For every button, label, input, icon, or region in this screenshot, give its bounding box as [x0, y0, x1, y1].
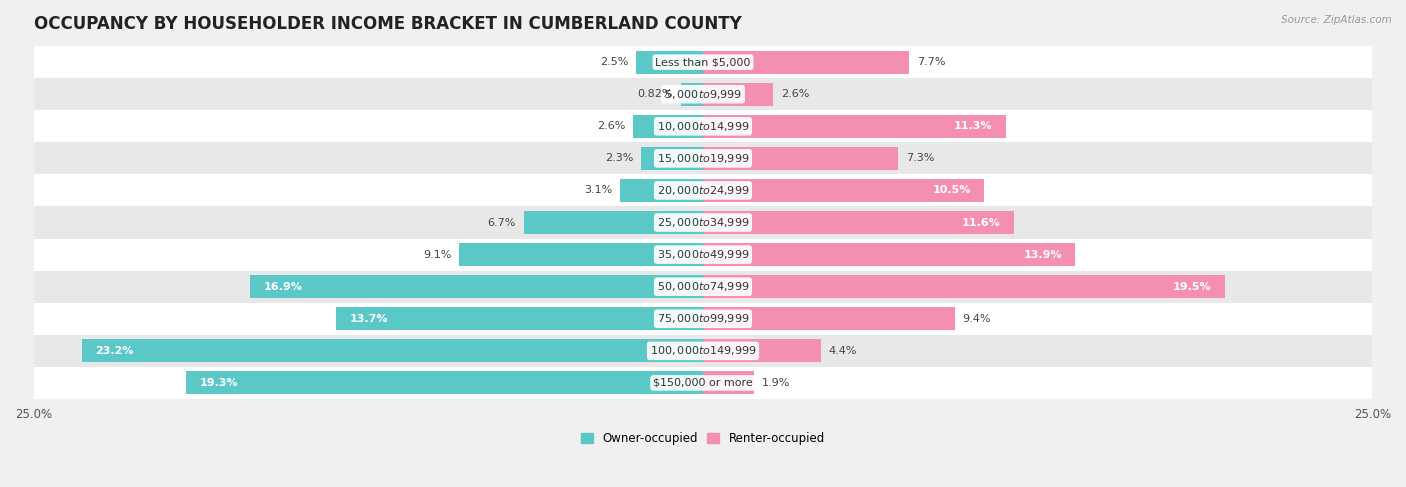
Text: Less than $5,000: Less than $5,000: [655, 57, 751, 67]
Bar: [703, 243, 1076, 266]
Bar: [34, 271, 1372, 303]
Text: $25,000 to $34,999: $25,000 to $34,999: [657, 216, 749, 229]
Bar: [681, 83, 703, 106]
Text: 0.82%: 0.82%: [637, 89, 673, 99]
Text: $5,000 to $9,999: $5,000 to $9,999: [664, 88, 742, 101]
Bar: [703, 115, 1005, 138]
Bar: [636, 51, 703, 74]
Bar: [523, 211, 703, 234]
Bar: [34, 174, 1372, 206]
Text: $15,000 to $19,999: $15,000 to $19,999: [657, 152, 749, 165]
Bar: [703, 339, 821, 362]
Text: $150,000 or more: $150,000 or more: [654, 378, 752, 388]
Bar: [703, 179, 984, 202]
Bar: [34, 46, 1372, 78]
Bar: [703, 307, 955, 330]
Text: 3.1%: 3.1%: [583, 186, 612, 195]
Text: 2.3%: 2.3%: [605, 153, 633, 163]
Text: $20,000 to $24,999: $20,000 to $24,999: [657, 184, 749, 197]
Text: $10,000 to $14,999: $10,000 to $14,999: [657, 120, 749, 133]
Bar: [620, 179, 703, 202]
Legend: Owner-occupied, Renter-occupied: Owner-occupied, Renter-occupied: [576, 428, 830, 450]
Bar: [34, 110, 1372, 142]
Bar: [460, 243, 703, 266]
Bar: [703, 275, 1225, 298]
Bar: [82, 339, 703, 362]
Text: 16.9%: 16.9%: [264, 281, 302, 292]
Bar: [336, 307, 703, 330]
Bar: [34, 78, 1372, 110]
Bar: [34, 239, 1372, 271]
Bar: [34, 367, 1372, 399]
Text: 19.5%: 19.5%: [1173, 281, 1212, 292]
Bar: [250, 275, 703, 298]
Text: 9.1%: 9.1%: [423, 250, 451, 260]
Text: 23.2%: 23.2%: [96, 346, 134, 356]
Text: 7.7%: 7.7%: [917, 57, 946, 67]
Text: Source: ZipAtlas.com: Source: ZipAtlas.com: [1281, 15, 1392, 25]
Bar: [34, 303, 1372, 335]
Bar: [703, 83, 773, 106]
Bar: [186, 372, 703, 394]
Bar: [703, 211, 1014, 234]
Text: 19.3%: 19.3%: [200, 378, 238, 388]
Bar: [703, 372, 754, 394]
Bar: [34, 142, 1372, 174]
Text: 9.4%: 9.4%: [963, 314, 991, 324]
Text: 10.5%: 10.5%: [932, 186, 970, 195]
Bar: [703, 51, 910, 74]
Text: 11.3%: 11.3%: [953, 121, 993, 131]
Bar: [641, 147, 703, 170]
Text: 13.7%: 13.7%: [350, 314, 388, 324]
Text: 11.6%: 11.6%: [962, 218, 1000, 227]
Text: $100,000 to $149,999: $100,000 to $149,999: [650, 344, 756, 357]
Text: 13.9%: 13.9%: [1024, 250, 1062, 260]
Text: 2.5%: 2.5%: [599, 57, 628, 67]
Text: $50,000 to $74,999: $50,000 to $74,999: [657, 280, 749, 293]
Text: $35,000 to $49,999: $35,000 to $49,999: [657, 248, 749, 261]
Text: OCCUPANCY BY HOUSEHOLDER INCOME BRACKET IN CUMBERLAND COUNTY: OCCUPANCY BY HOUSEHOLDER INCOME BRACKET …: [34, 15, 741, 33]
Text: 1.9%: 1.9%: [762, 378, 790, 388]
Text: 6.7%: 6.7%: [488, 218, 516, 227]
Bar: [703, 147, 898, 170]
Bar: [633, 115, 703, 138]
Bar: [34, 335, 1372, 367]
Bar: [34, 206, 1372, 239]
Text: 2.6%: 2.6%: [780, 89, 808, 99]
Text: 2.6%: 2.6%: [598, 121, 626, 131]
Text: 4.4%: 4.4%: [830, 346, 858, 356]
Text: $75,000 to $99,999: $75,000 to $99,999: [657, 312, 749, 325]
Text: 7.3%: 7.3%: [907, 153, 935, 163]
